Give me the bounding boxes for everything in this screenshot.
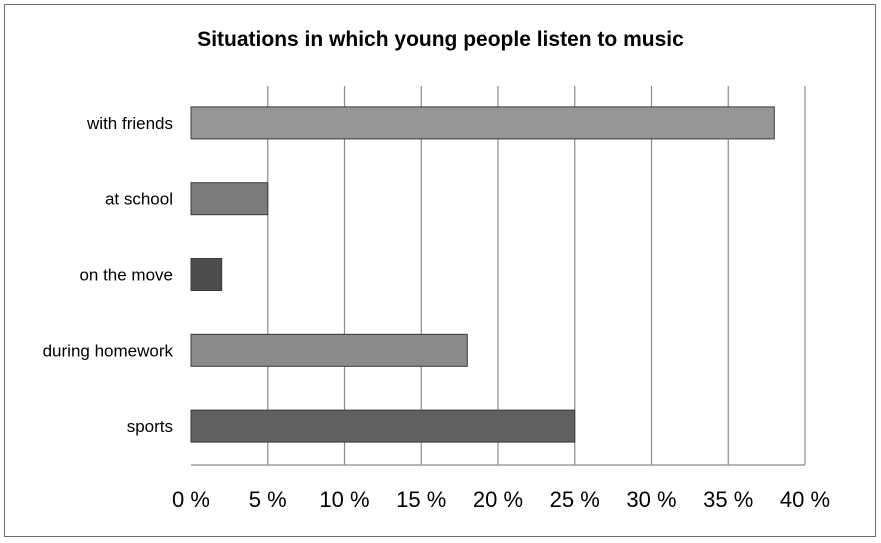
gridlines [267, 86, 806, 465]
x-tick-label: 15 % [396, 487, 446, 512]
x-tick-label: 5 % [249, 487, 287, 512]
bar [190, 258, 223, 291]
bars [190, 106, 775, 443]
category-label: with friends [86, 114, 173, 133]
x-tick-labels: 0 % 5 % 10 % 15 % 20 % 25 % 30 % 35 % 40 % [172, 487, 830, 512]
category-label: during homework [43, 341, 174, 360]
bar [190, 409, 576, 443]
bar [190, 106, 775, 140]
chart-title: Situations in which young people listen … [197, 28, 684, 51]
category-label: at school [105, 190, 173, 209]
category-labels: with friends at school on the move during h… [43, 114, 174, 436]
category-label: sports [127, 417, 173, 436]
bar [190, 182, 269, 216]
x-tick-label: 0 % [172, 487, 210, 512]
x-tick-label: 40 % [780, 487, 830, 512]
x-tick-label: 10 % [319, 487, 369, 512]
category-label: on the move [79, 266, 173, 285]
x-tick-label: 35 % [703, 487, 753, 512]
x-tick-label: 20 % [473, 487, 523, 512]
bar [190, 333, 468, 367]
x-tick-label: 30 % [626, 487, 676, 512]
chart-frame [4, 4, 876, 537]
x-tick-label: 25 % [550, 487, 600, 512]
